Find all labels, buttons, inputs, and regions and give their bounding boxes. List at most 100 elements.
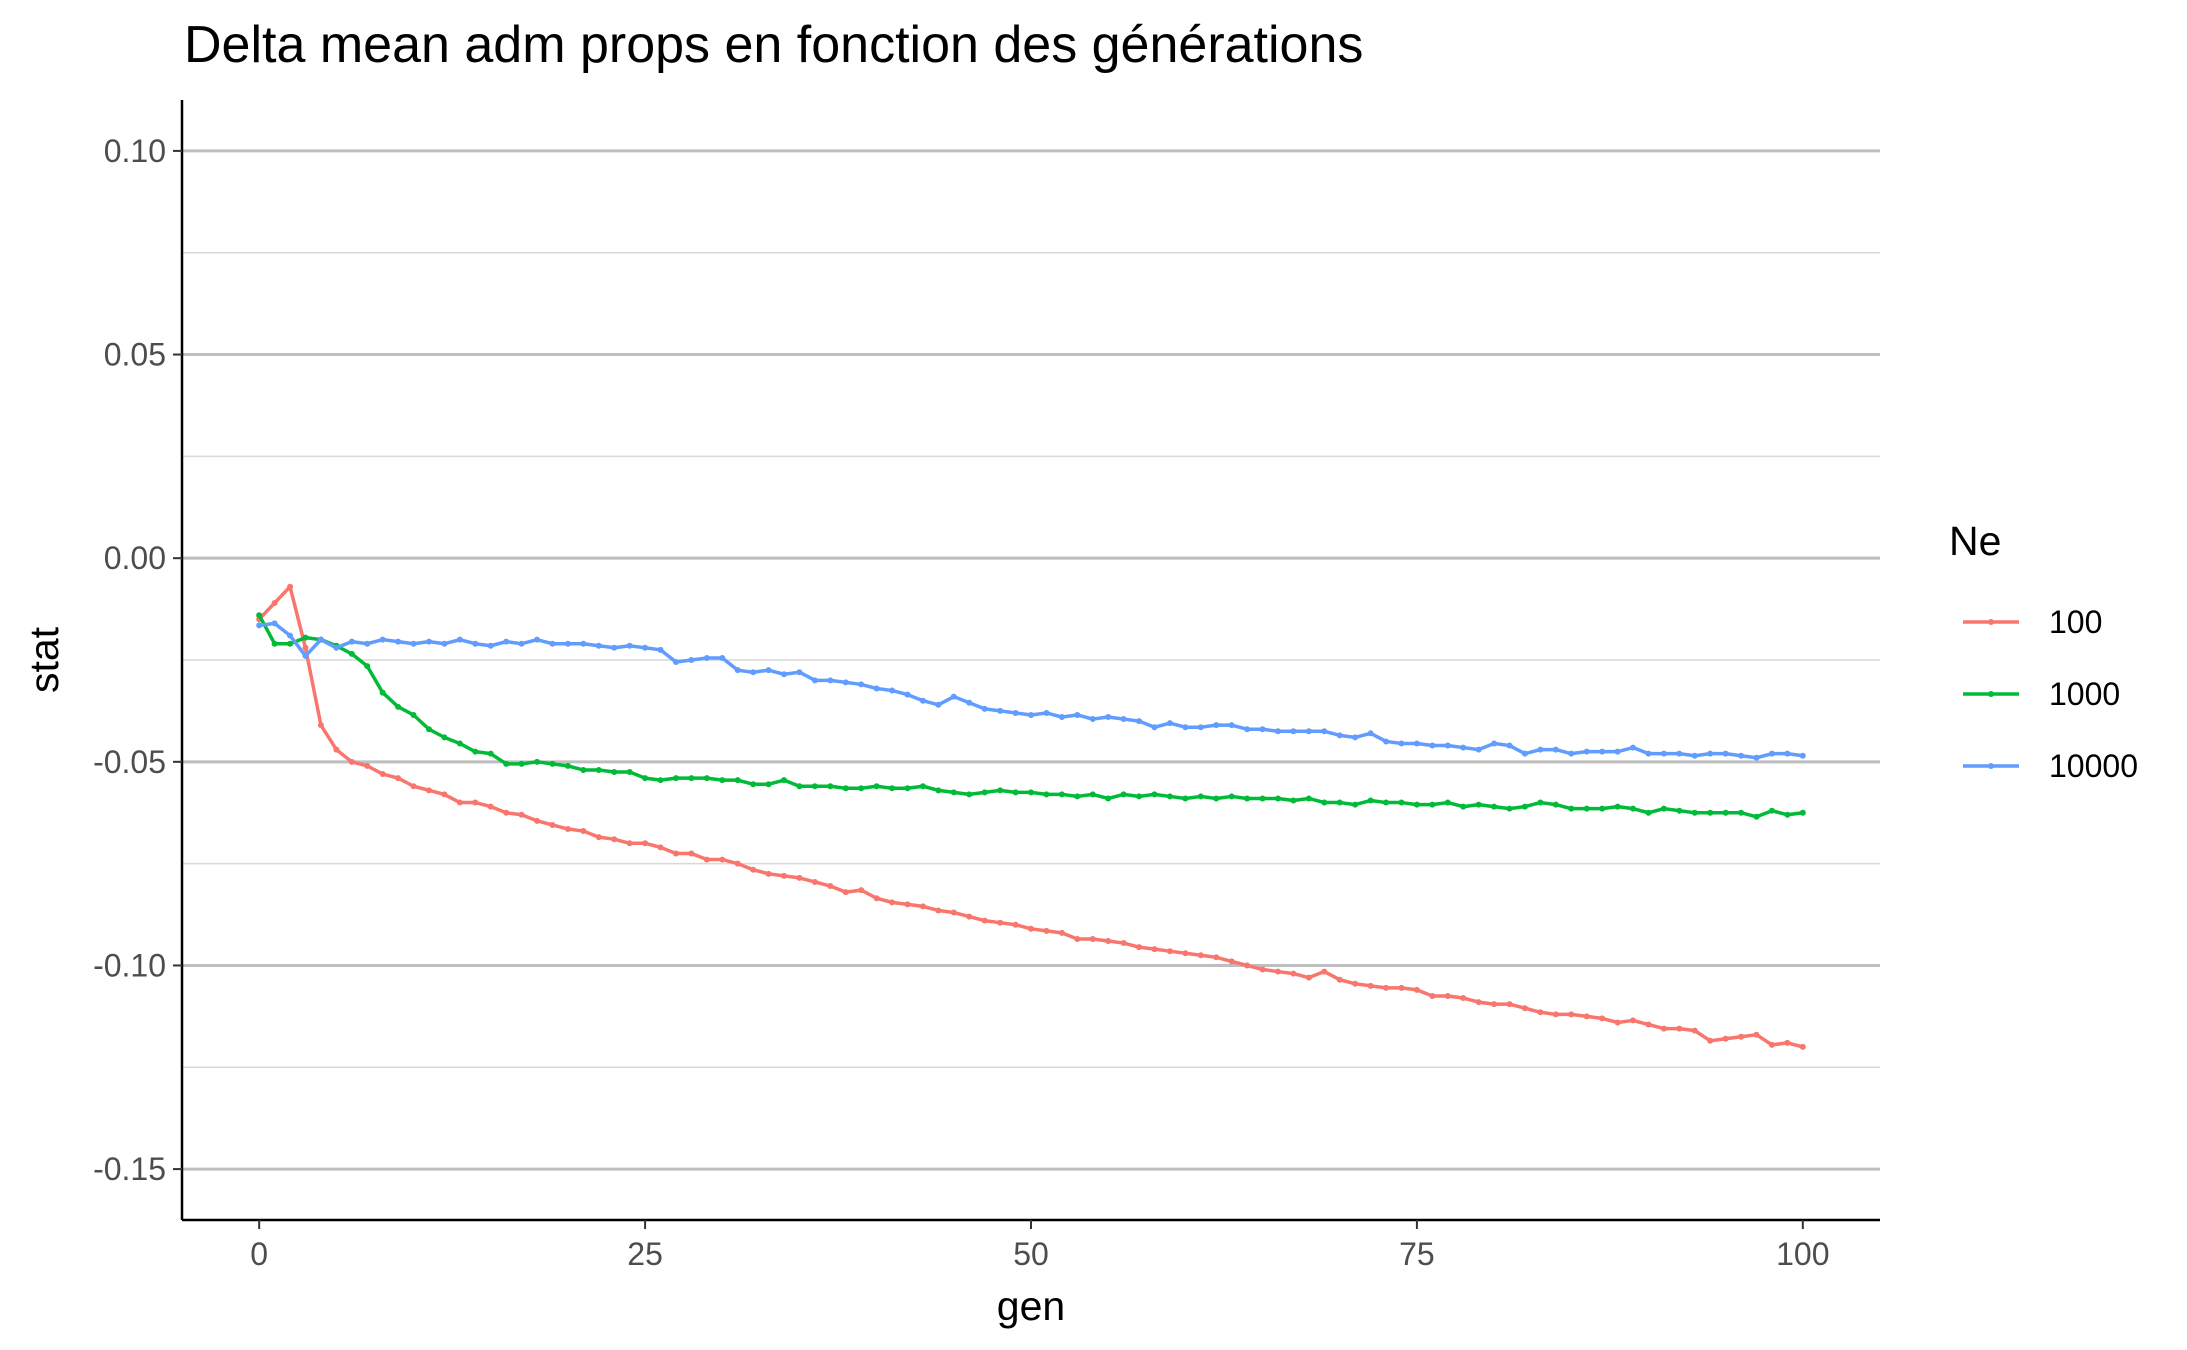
data-point	[1552, 1011, 1559, 1018]
data-point	[1722, 750, 1729, 757]
data-point	[1768, 750, 1775, 757]
data-point	[1274, 728, 1281, 735]
data-point	[1568, 1011, 1575, 1018]
data-point	[317, 636, 324, 643]
data-point	[1305, 795, 1312, 802]
data-point	[1383, 984, 1390, 991]
series-100	[256, 583, 1806, 1050]
data-point	[1676, 750, 1683, 757]
data-point	[734, 667, 741, 674]
data-point	[534, 817, 541, 824]
x-tick-label: 75	[1399, 1236, 1435, 1272]
data-point	[1105, 938, 1112, 945]
data-point	[1136, 944, 1143, 951]
data-point	[1166, 793, 1173, 800]
data-point	[1753, 1031, 1760, 1038]
data-point	[703, 856, 710, 863]
data-point	[1028, 789, 1034, 796]
data-point	[827, 783, 834, 790]
data-point	[1151, 724, 1158, 731]
data-point	[456, 740, 463, 747]
data-point	[1722, 809, 1729, 816]
data-point	[1630, 744, 1637, 751]
data-point	[796, 783, 803, 790]
data-point	[1506, 805, 1513, 812]
data-point	[1182, 795, 1189, 802]
data-point	[472, 799, 479, 806]
data-point	[672, 659, 679, 666]
data-point	[642, 644, 649, 651]
data-point	[1244, 726, 1251, 733]
data-point	[1028, 711, 1034, 718]
data-point	[1259, 966, 1266, 973]
data-point	[317, 722, 324, 729]
data-point	[1630, 1017, 1637, 1024]
x-axis-title: gen	[997, 1283, 1065, 1329]
data-point	[595, 642, 602, 649]
data-point	[1475, 801, 1482, 808]
data-point	[1228, 722, 1235, 729]
series-line	[257, 584, 1804, 1049]
data-point	[1182, 724, 1189, 731]
data-point	[379, 689, 386, 696]
data-point	[425, 787, 432, 794]
legend-item: 100	[1963, 604, 2102, 640]
data-point	[688, 657, 695, 663]
y-ticks: 0.10 0.05 0.00 -0.05 -0.10 -0.15	[93, 133, 182, 1187]
chart-title: Delta mean adm props en fonction des gén…	[184, 16, 1363, 74]
data-point	[842, 785, 849, 792]
data-point	[518, 760, 525, 767]
data-point	[966, 913, 973, 920]
x-tick-label: 0	[250, 1236, 268, 1272]
data-point	[410, 711, 417, 718]
legend-item: 1000	[1963, 676, 2120, 712]
data-point	[1413, 986, 1420, 993]
data-point	[1043, 927, 1050, 934]
data-point	[1336, 732, 1343, 739]
data-point	[1583, 805, 1590, 812]
data-point	[1738, 1033, 1745, 1040]
data-point	[966, 791, 973, 798]
data-point	[1799, 1043, 1806, 1050]
data-point	[950, 909, 957, 916]
legend-title: Ne	[1949, 518, 2001, 564]
data-point	[379, 636, 386, 643]
data-point	[1089, 716, 1096, 723]
y-tick-label: 0.10	[104, 133, 166, 169]
y-tick-label: 0.00	[104, 540, 166, 576]
data-point	[1506, 742, 1513, 749]
data-point	[302, 644, 309, 651]
data-point	[379, 771, 386, 778]
data-point	[580, 766, 587, 773]
data-point	[1676, 1025, 1683, 1032]
y-tick-label: -0.10	[93, 947, 166, 983]
x-tick-label: 100	[1776, 1236, 1829, 1272]
data-point	[611, 644, 618, 651]
data-point	[1398, 740, 1405, 747]
data-point	[487, 750, 494, 757]
data-point	[1213, 722, 1220, 729]
data-point	[1460, 803, 1467, 810]
data-point	[1460, 744, 1467, 751]
data-point	[1568, 805, 1575, 812]
data-point	[456, 636, 463, 643]
data-point	[1197, 724, 1204, 731]
data-point	[1136, 793, 1143, 800]
data-point	[1676, 807, 1683, 814]
y-tick-label: -0.15	[93, 1151, 166, 1187]
data-point	[688, 775, 695, 782]
data-point	[1614, 1019, 1621, 1026]
data-point	[889, 687, 896, 694]
data-point	[657, 844, 664, 851]
data-point	[1738, 752, 1745, 759]
data-point	[1645, 809, 1652, 816]
data-point	[1784, 750, 1791, 757]
data-point	[950, 693, 957, 700]
legend-label: 10000	[2049, 748, 2138, 784]
data-point	[564, 826, 571, 833]
data-point	[842, 679, 849, 686]
data-point	[1768, 807, 1775, 814]
data-point	[364, 663, 371, 670]
data-point	[1012, 921, 1019, 928]
